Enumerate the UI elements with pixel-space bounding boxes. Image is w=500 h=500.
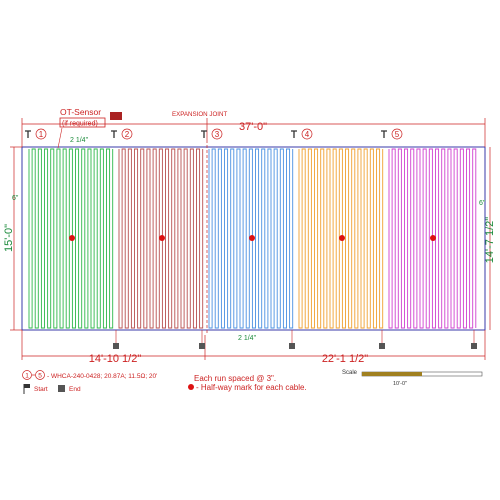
run-number-2: 2 (125, 130, 130, 139)
start-marker-3 (201, 130, 207, 138)
start-marker-5 (381, 130, 387, 138)
end-marker-3 (289, 343, 295, 349)
overall-width-label: 37'-0" (239, 121, 267, 133)
scale-value: 10'-0" (393, 381, 407, 387)
cable-run-2 (118, 148, 204, 329)
start-marker-1 (25, 130, 31, 138)
end-marker-2 (199, 343, 205, 349)
left-span-label: 14'-10 1/2" (89, 353, 142, 365)
legend-range-start: 1 (25, 373, 29, 380)
run-number-circle-2 (121, 128, 133, 140)
legend-range-end: 5 (38, 373, 42, 380)
run-number-4: 4 (305, 130, 310, 139)
run-number-3: 3 (215, 130, 220, 139)
legend-end-label: End (69, 386, 81, 393)
end-marker-4 (379, 343, 385, 349)
legend-start-label: Start (34, 386, 48, 393)
end-icon (58, 385, 65, 392)
halfway-mark-5 (430, 235, 436, 241)
run-number-circle-1 (35, 128, 47, 140)
sensor-note-box (59, 117, 106, 128)
halfway-mark-1 (69, 235, 75, 241)
halfway-dot-icon (188, 384, 194, 390)
cable-run-4 (298, 148, 384, 329)
right-margin-label: 6" (479, 200, 486, 207)
run-number-1: 1 (39, 130, 44, 139)
halfway-note: - Half-way mark for each cable. (196, 383, 307, 392)
run-number-5: 5 (395, 130, 400, 139)
scale-bar: Scale 10'-0" (342, 370, 483, 387)
halfway-mark-3 (249, 235, 255, 241)
legend: 1 5 - WHCA-240-0428; 20.87A; 11.5Ω; 20' … (22, 370, 307, 394)
run-number-circle-3 (211, 128, 223, 140)
start-marker-4 (291, 130, 297, 138)
legend-range-end-circle (35, 370, 45, 380)
start-icon-flag (24, 384, 30, 388)
left-margin-label: 6" (12, 195, 19, 202)
run-number-circle-5 (391, 128, 403, 140)
end-marker-1 (113, 343, 119, 349)
top-offset-label: 2 1/4" (70, 137, 89, 144)
halfway-mark-4 (339, 235, 345, 241)
legend-range-start-circle (22, 370, 32, 380)
cable-run-1 (28, 148, 114, 329)
scale-label: Scale (342, 370, 358, 376)
start-marker-2 (111, 130, 117, 138)
bottom-offset-label: 2 1/4" (238, 335, 257, 342)
right-height-label: 14'-7 1/2" (484, 217, 496, 263)
cable-run-3 (208, 148, 294, 329)
sensor-symbol (110, 112, 122, 120)
expansion-joint-label: EXPANSION JOINT (172, 111, 227, 118)
end-marker-5 (471, 343, 477, 349)
run-number-circle-4 (301, 128, 313, 140)
left-height-label: 15'-0" (3, 224, 15, 252)
floor-outline (21, 146, 486, 331)
run-markers: 1 2 3 4 5 (25, 128, 477, 349)
halfway-mark-2 (159, 235, 165, 241)
scale-bar-fill (362, 372, 422, 376)
legend-cable-spec: - WHCA-240-0428; 20.87A; 11.5Ω; 20' (47, 373, 157, 380)
sensor-title: OT-Sensor (60, 107, 101, 117)
spacing-note: Each run spaced @ 3". (194, 374, 276, 383)
right-span-label: 22'-1 1/2" (322, 353, 368, 365)
sensor-leader (57, 127, 63, 149)
